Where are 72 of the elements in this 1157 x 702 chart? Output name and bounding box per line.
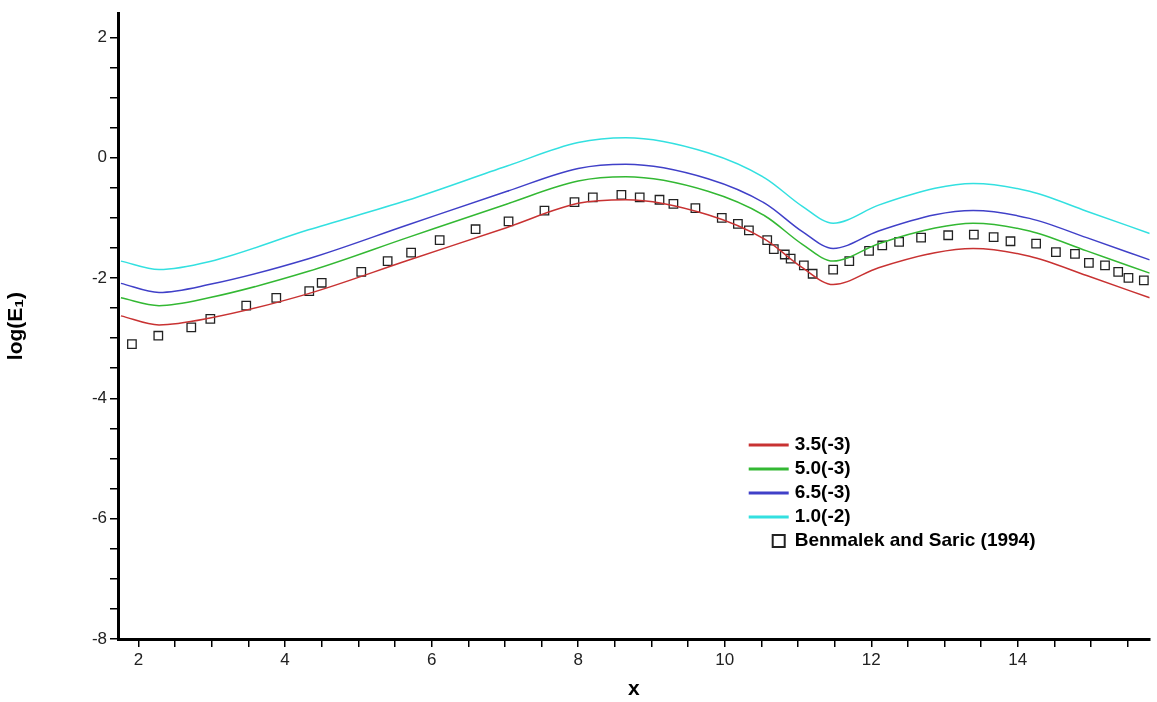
- point: [668, 199, 679, 209]
- point: [733, 218, 743, 229]
- point: [434, 235, 445, 245]
- point: [1051, 247, 1061, 257]
- point: [828, 264, 839, 275]
- point: [877, 240, 888, 251]
- point: [654, 194, 665, 205]
- point: [968, 229, 979, 240]
- point: [1100, 260, 1110, 271]
- point: [470, 224, 481, 235]
- point: [1031, 238, 1042, 249]
- point: [1005, 236, 1016, 247]
- point: [127, 339, 137, 350]
- point: [1113, 267, 1124, 277]
- point: [1138, 275, 1149, 286]
- point: [864, 245, 874, 256]
- point: [205, 313, 216, 324]
- point: [807, 268, 818, 279]
- point: [539, 205, 550, 216]
- point: [356, 267, 367, 277]
- point: [690, 203, 701, 214]
- point: [503, 216, 514, 227]
- y-tick-label: 2: [97, 26, 107, 46]
- point: [153, 330, 164, 341]
- y-tick-label: -4: [91, 388, 107, 407]
- point: [916, 232, 926, 243]
- point: [587, 192, 598, 203]
- point: [382, 256, 393, 267]
- point: [1083, 258, 1094, 268]
- point: [768, 244, 779, 254]
- y-tick-label: 0: [97, 147, 107, 167]
- x-tick-label: 12: [861, 649, 881, 669]
- point: [616, 190, 627, 200]
- point: [304, 286, 315, 297]
- x-tick-label: 14: [1008, 649, 1028, 669]
- point: [779, 249, 790, 260]
- point: [844, 256, 855, 267]
- y-tick-label: -6: [91, 508, 107, 528]
- point: [798, 260, 809, 271]
- point: [894, 236, 904, 247]
- legend-label: 6.5(-3): [794, 481, 851, 503]
- line-series: [120, 176, 1150, 307]
- point: [634, 192, 645, 203]
- point: [988, 232, 999, 242]
- legend-label: Benmalek and Saric (1994): [794, 529, 1036, 551]
- point: [186, 322, 197, 333]
- y-axis-title: log(E₁): [3, 292, 27, 361]
- x-tick-label: 2: [133, 649, 144, 669]
- y-tick-label: -2: [91, 267, 107, 287]
- point: [316, 277, 327, 288]
- x-axis-title: x: [628, 676, 641, 700]
- point: [1070, 249, 1080, 259]
- line-series: [120, 163, 1150, 294]
- point: [785, 253, 796, 264]
- point: [1123, 273, 1134, 283]
- point: [271, 292, 282, 303]
- point: [744, 225, 754, 236]
- line-series: [120, 137, 1150, 271]
- x-tick-label: 10: [715, 649, 735, 669]
- legend-label: 3.5(-3): [794, 433, 851, 455]
- point: [943, 230, 954, 241]
- legend-label: 1.0(-2): [794, 505, 851, 527]
- x-tick-label: 8: [573, 649, 583, 669]
- x-tick-label: 6: [426, 649, 437, 669]
- point: [569, 197, 580, 208]
- point: [762, 235, 773, 245]
- legend-label: 5.0(-3): [794, 457, 851, 479]
- x-tick-label: 4: [280, 649, 290, 669]
- point: [716, 212, 727, 223]
- y-tick-label: -8: [91, 628, 107, 648]
- point: [406, 247, 416, 258]
- point: [241, 300, 252, 311]
